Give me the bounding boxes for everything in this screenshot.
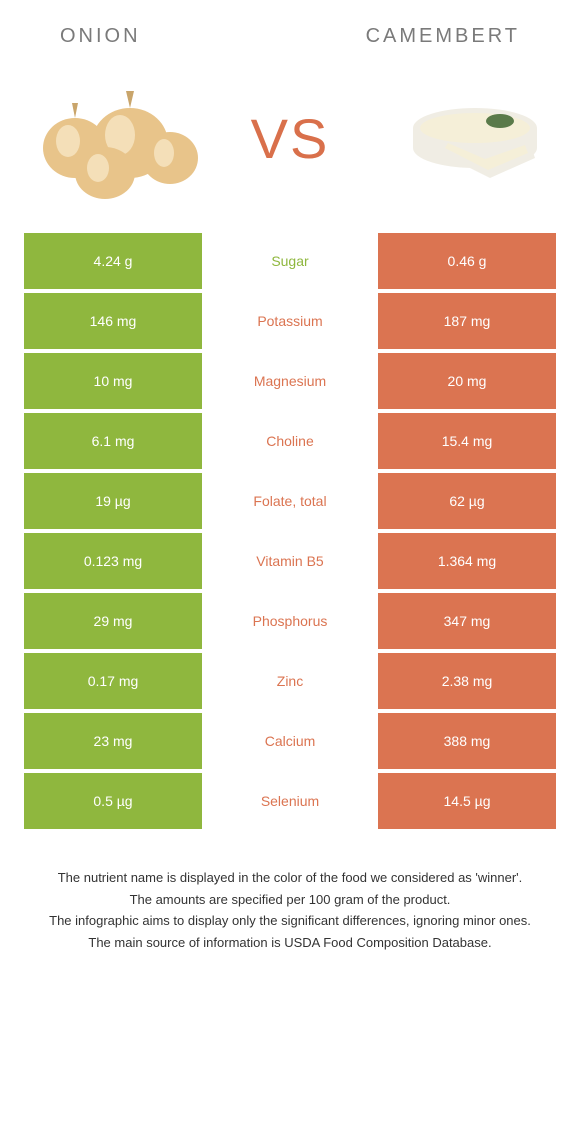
left-value-cell: 146 mg — [24, 293, 202, 349]
left-value-cell: 0.123 mg — [24, 533, 202, 589]
right-value-cell: 388 mg — [378, 713, 556, 769]
left-value-cell: 23 mg — [24, 713, 202, 769]
right-value-cell: 2.38 mg — [378, 653, 556, 709]
camembert-image — [380, 73, 550, 203]
onion-image — [30, 73, 200, 203]
right-value-cell: 347 mg — [378, 593, 556, 649]
table-row: 4.24 gSugar0.46 g — [24, 233, 556, 289]
right-value-cell: 14.5 µg — [378, 773, 556, 829]
footnote-line: The nutrient name is displayed in the co… — [40, 868, 540, 888]
table-row: 19 µgFolate, total62 µg — [24, 473, 556, 529]
images-row: VS — [0, 63, 580, 233]
footnote-line: The main source of information is USDA F… — [40, 933, 540, 953]
footnote-line: The amounts are specified per 100 gram o… — [40, 890, 540, 910]
table-row: 0.17 mgZinc2.38 mg — [24, 653, 556, 709]
right-value-cell: 20 mg — [378, 353, 556, 409]
left-value-cell: 19 µg — [24, 473, 202, 529]
right-food-title: CAMEMBERT — [366, 25, 520, 48]
nutrient-name-cell: Phosphorus — [202, 593, 378, 649]
table-row: 23 mgCalcium388 mg — [24, 713, 556, 769]
nutrient-name-cell: Folate, total — [202, 473, 378, 529]
vs-label: VS — [251, 106, 330, 171]
nutrient-name-cell: Sugar — [202, 233, 378, 289]
right-value-cell: 1.364 mg — [378, 533, 556, 589]
nutrient-name-cell: Vitamin B5 — [202, 533, 378, 589]
table-row: 0.5 µgSelenium14.5 µg — [24, 773, 556, 829]
table-row: 29 mgPhosphorus347 mg — [24, 593, 556, 649]
footnote-line: The infographic aims to display only the… — [40, 911, 540, 931]
table-row: 0.123 mgVitamin B51.364 mg — [24, 533, 556, 589]
table-row: 10 mgMagnesium20 mg — [24, 353, 556, 409]
table-row: 146 mgPotassium187 mg — [24, 293, 556, 349]
nutrient-name-cell: Magnesium — [202, 353, 378, 409]
nutrient-name-cell: Selenium — [202, 773, 378, 829]
nutrient-table: 4.24 gSugar0.46 g146 mgPotassium187 mg10… — [0, 233, 580, 829]
right-value-cell: 0.46 g — [378, 233, 556, 289]
right-value-cell: 62 µg — [378, 473, 556, 529]
footnote: The nutrient name is displayed in the co… — [0, 833, 580, 952]
right-value-cell: 187 mg — [378, 293, 556, 349]
nutrient-name-cell: Calcium — [202, 713, 378, 769]
left-value-cell: 0.5 µg — [24, 773, 202, 829]
left-food-title: ONION — [60, 25, 141, 48]
left-value-cell: 10 mg — [24, 353, 202, 409]
left-value-cell: 4.24 g — [24, 233, 202, 289]
nutrient-name-cell: Choline — [202, 413, 378, 469]
nutrient-name-cell: Potassium — [202, 293, 378, 349]
header: ONION CAMEMBERT — [0, 0, 580, 63]
table-row: 6.1 mgCholine15.4 mg — [24, 413, 556, 469]
left-value-cell: 0.17 mg — [24, 653, 202, 709]
left-value-cell: 6.1 mg — [24, 413, 202, 469]
right-value-cell: 15.4 mg — [378, 413, 556, 469]
left-value-cell: 29 mg — [24, 593, 202, 649]
nutrient-name-cell: Zinc — [202, 653, 378, 709]
